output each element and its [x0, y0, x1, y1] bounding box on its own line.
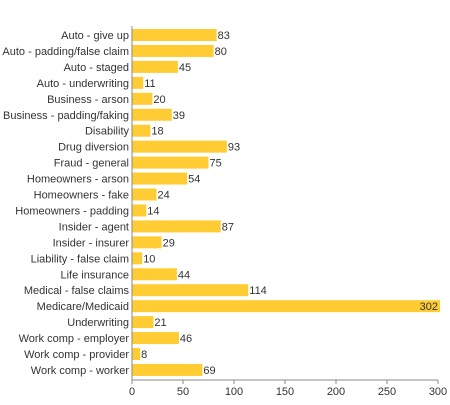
data-label: 11 — [144, 78, 155, 90]
category-label: Homeowners - arson — [27, 174, 129, 186]
x-tick-label: 150 — [276, 386, 294, 398]
x-tick-label: 200 — [327, 386, 345, 398]
category-label: Work comp - provider — [24, 349, 129, 361]
category-label: Insider - agent — [59, 221, 129, 233]
data-label: 87 — [222, 221, 234, 233]
category-label: Disability — [85, 126, 130, 138]
category-label: Insider - insurer — [53, 237, 130, 249]
bar — [132, 204, 147, 217]
bar — [132, 172, 188, 185]
data-label: 83 — [218, 30, 230, 42]
data-label: 44 — [178, 269, 190, 281]
data-label: 80 — [215, 46, 227, 58]
bar — [132, 348, 141, 360]
category-label: Auto - underwriting — [37, 78, 129, 90]
data-label: 46 — [180, 333, 192, 345]
category-label: Liability - false claim — [31, 253, 129, 265]
bar — [132, 316, 154, 329]
category-label: Auto - give up — [61, 30, 129, 42]
category-label: Medicare/Medicaid — [37, 301, 129, 313]
data-label: 302 — [420, 301, 438, 313]
category-label: Homeowners - fake — [34, 190, 129, 202]
bar — [132, 252, 143, 265]
bar — [132, 156, 209, 169]
bar — [132, 92, 153, 105]
data-label: 54 — [188, 174, 200, 186]
bar — [132, 300, 441, 313]
category-label: Fraud - general — [54, 158, 129, 170]
bar — [132, 332, 179, 345]
data-label: 24 — [157, 190, 169, 202]
category-label: Business - padding/faking — [3, 110, 129, 122]
bar — [132, 44, 214, 57]
category-label: Auto - staged — [64, 62, 129, 74]
bar — [132, 188, 157, 201]
data-label: 29 — [163, 237, 175, 249]
bar — [132, 284, 249, 297]
bar — [132, 124, 151, 137]
data-label: 69 — [203, 365, 215, 377]
bar — [132, 236, 162, 249]
bar — [132, 60, 178, 73]
category-label: Medical - false claims — [24, 285, 130, 297]
data-label: 93 — [228, 142, 240, 154]
category-label: Drug diversion — [58, 142, 129, 154]
data-label: 18 — [151, 126, 163, 138]
x-tick-label: 300 — [429, 386, 447, 398]
bar — [132, 108, 172, 121]
data-label: 45 — [179, 62, 191, 74]
data-label: 21 — [154, 317, 166, 329]
data-label: 39 — [173, 110, 185, 122]
category-label: Underwriting — [67, 317, 129, 329]
category-label: Homeowners - padding — [15, 205, 129, 217]
x-tick-label: 100 — [225, 386, 243, 398]
category-label: Work comp - worker — [31, 365, 130, 377]
bar — [132, 29, 217, 41]
x-tick-label: 0 — [129, 386, 135, 398]
x-tick-label: 250 — [378, 386, 396, 398]
category-label: Life insurance — [61, 269, 130, 281]
data-label: 8 — [141, 349, 147, 361]
bars-layer — [132, 29, 441, 376]
data-label: 114 — [249, 285, 267, 297]
bar — [132, 268, 177, 281]
data-label: 20 — [153, 94, 165, 106]
data-label: 75 — [210, 158, 222, 170]
x-tick-label: 50 — [177, 386, 189, 398]
data-label: 10 — [143, 253, 155, 265]
bar — [132, 76, 144, 89]
category-label: Work comp - employer — [19, 333, 130, 345]
value-labels-layer: 83 80 45 11 20 39 18 93 75 54 24 14 87 29 10 44 114 302 21… — [141, 30, 438, 377]
data-label: 14 — [147, 205, 159, 217]
category-labels-layer: Auto - give up Auto - padding/false claim… — [2, 30, 129, 377]
bar — [132, 363, 203, 376]
category-label: Business - arson — [47, 94, 129, 106]
x-axis: 0 50 100 150 200 250 300 — [129, 26, 447, 398]
category-label: Auto - padding/false claim — [2, 46, 129, 58]
bar — [132, 140, 227, 153]
bar — [132, 220, 221, 233]
